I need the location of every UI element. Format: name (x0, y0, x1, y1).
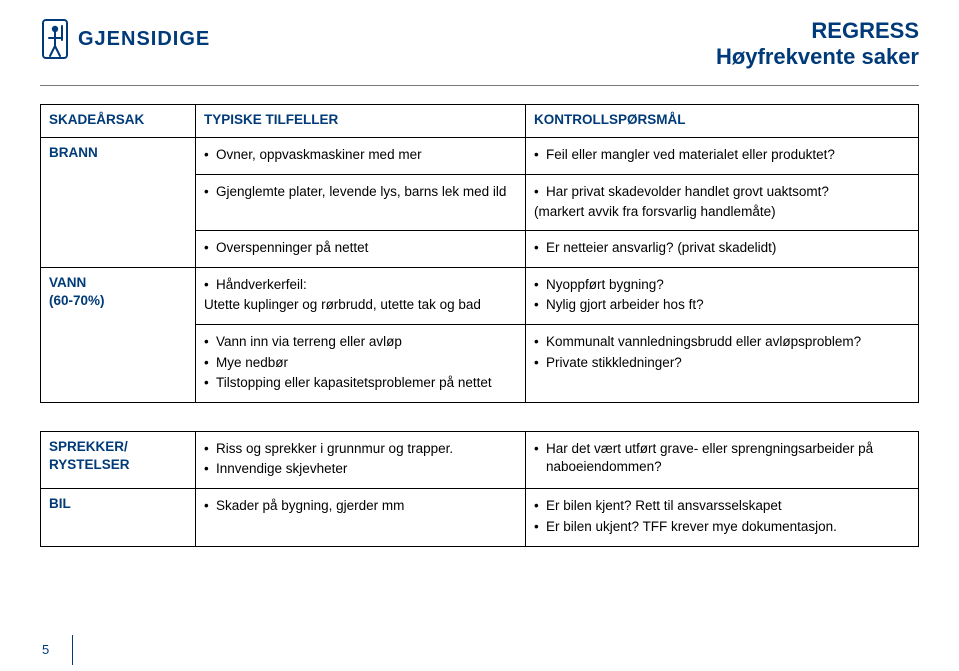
brand-wordmark: GJENSIDIGE (78, 28, 210, 51)
th-typiske: TYPISKE TILFELLER (196, 104, 526, 137)
page-header: GJENSIDIGE REGRESS Høyfrekvente saker (0, 0, 959, 77)
text: Gjenglemte plater, levende lys, barns le… (204, 183, 517, 201)
text: Skader på bygning, gjerder mm (204, 497, 517, 515)
text: Ovner, oppvaskmaskiner med mer (204, 146, 517, 164)
page-number: 5 (42, 642, 49, 657)
text: Nylig gjort arbeider hos ft? (534, 296, 910, 314)
vann-k1: Nyoppført bygning? Nylig gjort arbeider … (526, 267, 919, 324)
bil-t1: Skader på bygning, gjerder mm (196, 489, 526, 546)
text: Private stikkledninger? (534, 354, 910, 372)
text: Riss og sprekker i grunnmur og trapper. (204, 440, 517, 458)
page-title: REGRESS Høyfrekvente saker (716, 18, 919, 71)
text: Har privat skadevolder handlet grovt uak… (534, 183, 910, 201)
text: Er bilen kjent? Rett til ansvarsselskape… (534, 497, 910, 515)
row-vann-1: VANN (60-70%) Håndverkerfeil: Utette kup… (41, 267, 919, 324)
text: SPREKKER/ (49, 438, 187, 456)
text: Har det vært utført grave- eller sprengn… (534, 440, 910, 476)
text: Tilstopping eller kapasitetsproblemer på… (204, 374, 517, 392)
brann-k3: Er netteier ansvarlig? (privat skadelidt… (526, 230, 919, 267)
table-header-row: SKADEÅRSAK TYPISKE TILFELLER KONTROLLSPØ… (41, 104, 919, 137)
text: (markert avvik fra forsvarlig handlemåte… (534, 203, 910, 221)
brann-k2: Har privat skadevolder handlet grovt uak… (526, 175, 919, 230)
row-bil: BIL Skader på bygning, gjerder mm Er bil… (41, 489, 919, 546)
text: Vann inn via terreng eller avløp (204, 333, 517, 351)
text: Kommunalt vannledningsbrudd eller avløps… (534, 333, 910, 351)
regress-table: SKADEÅRSAK TYPISKE TILFELLER KONTROLLSPØ… (40, 104, 919, 403)
text: Er bilen ukjent? TFF krever mye dokument… (534, 518, 910, 536)
text: Overspenninger på nettet (204, 239, 517, 257)
vann-k2: Kommunalt vannledningsbrudd eller avløps… (526, 325, 919, 403)
text: Er netteier ansvarlig? (privat skadelidt… (534, 239, 910, 257)
brann-t2: Gjenglemte plater, levende lys, barns le… (196, 175, 526, 230)
text: VANN (49, 274, 187, 292)
text: Innvendige skjevheter (204, 460, 517, 478)
th-kontroll: KONTROLLSPØRSMÅL (526, 104, 919, 137)
sprekker-k1: Har det vært utført grave- eller sprengn… (526, 431, 919, 488)
title-line2: Høyfrekvente saker (716, 44, 919, 70)
vann-t2: Vann inn via terreng eller avløp Mye ned… (196, 325, 526, 403)
text: RYSTELSER (49, 456, 187, 474)
table-gap (40, 403, 919, 431)
th-skadearsak: SKADEÅRSAK (41, 104, 196, 137)
label-brann: BRANN (41, 138, 196, 268)
label-bil: BIL (41, 489, 196, 546)
page-number-tick (72, 635, 73, 665)
brann-t3: Overspenninger på nettet (196, 230, 526, 267)
text: Feil eller mangler ved materialet eller … (534, 146, 910, 164)
sprekker-t1: Riss og sprekker i grunnmur og trapper. … (196, 431, 526, 488)
vann-t1: Håndverkerfeil: Utette kuplinger og rørb… (196, 267, 526, 324)
text: Nyoppført bygning? (534, 276, 910, 294)
title-line1: REGRESS (716, 18, 919, 44)
regress-table-2: SPREKKER/ RYSTELSER Riss og sprekker i g… (40, 431, 919, 547)
label-vann: VANN (60-70%) (41, 267, 196, 402)
text: (60-70%) (49, 292, 187, 310)
text: Håndverkerfeil: (204, 276, 517, 294)
label-sprekker: SPREKKER/ RYSTELSER (41, 431, 196, 488)
text: Mye nedbør (204, 354, 517, 372)
watchman-icon (40, 18, 70, 60)
brand-logo: GJENSIDIGE (40, 18, 210, 60)
brann-k1: Feil eller mangler ved materialet eller … (526, 138, 919, 175)
bil-k1: Er bilen kjent? Rett til ansvarsselskape… (526, 489, 919, 546)
row-sprekker: SPREKKER/ RYSTELSER Riss og sprekker i g… (41, 431, 919, 488)
brann-t1: Ovner, oppvaskmaskiner med mer (196, 138, 526, 175)
text: Utette kuplinger og rørbrudd, utette tak… (204, 296, 517, 314)
row-brann-1: BRANN Ovner, oppvaskmaskiner med mer Fei… (41, 138, 919, 175)
content-area: SKADEÅRSAK TYPISKE TILFELLER KONTROLLSPØ… (0, 86, 959, 547)
